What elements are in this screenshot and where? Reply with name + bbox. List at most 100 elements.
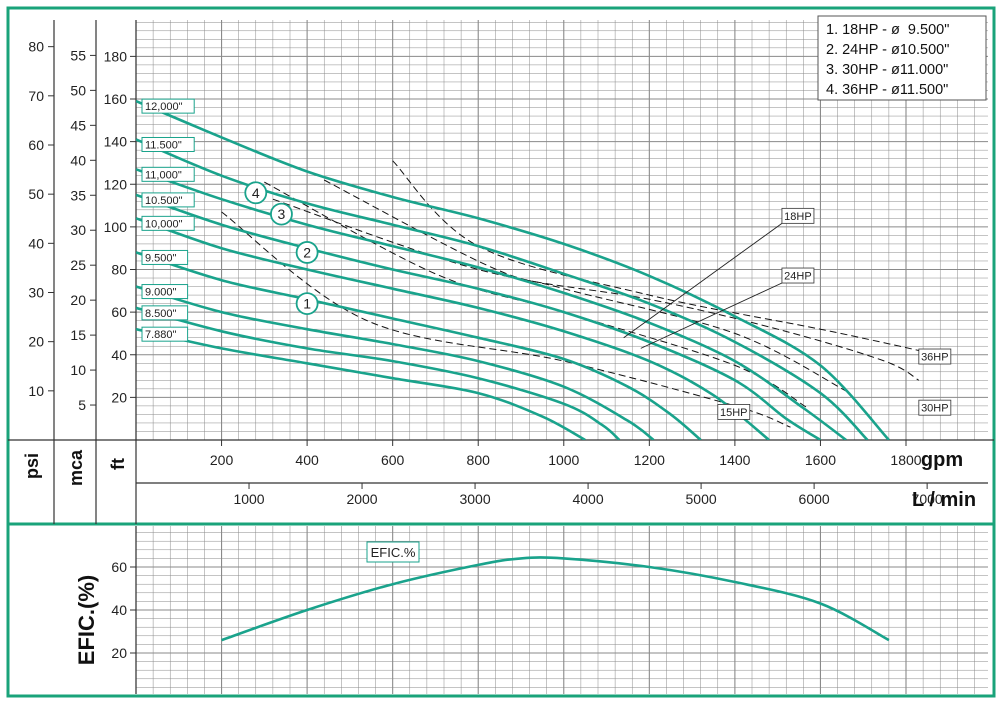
- efficiency-tick-label: 20: [111, 645, 127, 661]
- ft-tick-label: 100: [104, 219, 128, 235]
- power-label-leader: [640, 282, 783, 349]
- gpm-tick-label: 1200: [634, 452, 665, 468]
- ft-tick-label: 20: [111, 389, 127, 405]
- impeller-curve-8: [136, 306, 621, 440]
- ft-tick-label: 140: [104, 134, 128, 150]
- efficiency-unit-label: EFIC.(%): [74, 575, 99, 665]
- lmin-tick-label: 3000: [459, 491, 490, 507]
- legend-item-3: 3. 30HP - ø11.000": [826, 62, 948, 78]
- efficiency-axis: 20 40 60: [111, 559, 136, 661]
- mca-tick-label: 50: [70, 82, 86, 98]
- gpm-tick-label: 1800: [890, 452, 921, 468]
- power-label-box: [781, 267, 815, 284]
- impeller-label-box: [141, 98, 195, 114]
- mca-tick-label: 45: [70, 117, 86, 133]
- curve-marker-2: [295, 241, 319, 264]
- impeller-label: 10,000": [145, 218, 183, 230]
- legend-item-1: 1. 18HP - ø 9.500": [826, 22, 949, 38]
- psi-tick-label: 60: [28, 137, 44, 153]
- ft-tick-label: 160: [104, 91, 128, 107]
- mca-tick-label: 35: [70, 187, 86, 203]
- gpm-tick-label: 1000: [548, 452, 579, 468]
- mca-tick-label: 55: [70, 47, 86, 63]
- efficiency-tick-label: 40: [111, 602, 127, 618]
- legend-item-2: 2. 24HP - ø10.500": [826, 42, 949, 58]
- impeller-curve-7: [136, 285, 655, 440]
- impeller-label-box: [141, 192, 195, 208]
- impeller-curve-9: [136, 327, 586, 440]
- impeller-label: 9.500": [145, 252, 177, 264]
- power-label-leader: [623, 222, 783, 339]
- impeller-curve-3: [136, 168, 847, 440]
- power-label-box: [918, 399, 952, 416]
- impeller-label: 11,000": [145, 169, 182, 181]
- impeller-curve-4: [136, 193, 822, 440]
- lmin-unit-label: L / min: [912, 489, 976, 511]
- psi-tick-label: 70: [28, 88, 44, 104]
- mca-tick-label: 10: [70, 362, 86, 378]
- curve-marker-label: 3: [278, 206, 286, 222]
- power-label-box: [918, 348, 952, 365]
- impeller-label-box: [141, 215, 195, 231]
- psi-tick-label: 40: [28, 235, 44, 251]
- gpm-unit-label: gpm: [921, 449, 963, 471]
- gpm-tick-label: 600: [381, 452, 405, 468]
- power-label-24hp: 24HP: [784, 271, 812, 283]
- psi-tick-label: 80: [28, 39, 44, 55]
- efficiency-grid: [135, 526, 988, 694]
- power-label-30hp: 30HP: [921, 403, 949, 415]
- curve-marker-label: 2: [303, 244, 311, 260]
- ft-tick-label: 120: [104, 176, 128, 192]
- gpm-tick-label: 800: [467, 452, 491, 468]
- curve-marker-4: [244, 181, 268, 205]
- impeller-label-box: [141, 249, 189, 265]
- psi-tick-label: 10: [28, 383, 44, 399]
- curve-marker-3: [270, 202, 293, 226]
- mca-tick-label: 40: [70, 152, 86, 168]
- lmin-axis: 1000 2000 3000 4000 5000 6000 7000: [233, 483, 943, 507]
- head-grid: [135, 20, 988, 441]
- lmin-tick-label: 4000: [572, 491, 603, 507]
- psi-tick-label: 30: [28, 284, 44, 300]
- efficiency-label: EFIC.%: [371, 545, 416, 560]
- impeller-label-box: [141, 284, 189, 300]
- power-label-box: [717, 404, 751, 420]
- legend-box: [817, 15, 987, 101]
- mca-tick-label: 20: [70, 292, 86, 308]
- power-labels: 15HP 18HP 24HP 30HP 36HP: [623, 207, 952, 420]
- lmin-tick-label: 5000: [686, 491, 717, 507]
- impeller-label-box: [141, 166, 195, 182]
- curve-marker-label: 4: [252, 185, 260, 201]
- power-line-36hp: [392, 160, 919, 351]
- impeller-curve-5: [136, 217, 770, 440]
- mca-axis: 5 10 15 20 25 30 35 40 45 50 55: [70, 47, 96, 413]
- impeller-label: 8.500": [145, 308, 177, 320]
- gpm-tick-label: 200: [210, 452, 234, 468]
- lmin-tick-label: 7000: [912, 491, 943, 507]
- lmin-tick-label: 1000: [233, 491, 264, 507]
- gpm-tick-label: 400: [295, 452, 319, 468]
- impeller-label: 7.880": [145, 329, 177, 341]
- impeller-curve-1: [136, 99, 890, 440]
- impeller-label: 9.000": [145, 287, 177, 299]
- psi-tick-label: 20: [28, 334, 44, 350]
- ft-axis: 20 40 60 80 100 120 140 160 180: [104, 48, 136, 405]
- mca-tick-label: 15: [70, 327, 86, 343]
- efficiency-curve: [221, 556, 890, 642]
- impeller-label: 11.500": [145, 139, 182, 151]
- ft-tick-label: 180: [104, 48, 128, 64]
- gpm-axis: 200 400 600 800 1000 1200 1400 1600 1800: [210, 440, 922, 468]
- mca-tick-label: 25: [70, 257, 86, 273]
- impeller-label: 12,000": [145, 101, 183, 113]
- psi-unit-label: psi: [22, 453, 42, 479]
- curve-marker-label: 1: [303, 296, 311, 312]
- curve-markers: 1 2 3 4: [244, 181, 319, 316]
- lmin-tick-label: 2000: [346, 491, 377, 507]
- efficiency-label-box: [366, 541, 420, 563]
- mca-tick-label: 5: [78, 397, 86, 413]
- impeller-labels: 12,000" 11.500" 11,000" 10.500" 10,000" 9.500…: [141, 98, 195, 342]
- gpm-tick-label: 1600: [805, 452, 836, 468]
- power-label-36hp: 36HP: [921, 352, 949, 364]
- impeller-label: 10.500": [145, 195, 183, 207]
